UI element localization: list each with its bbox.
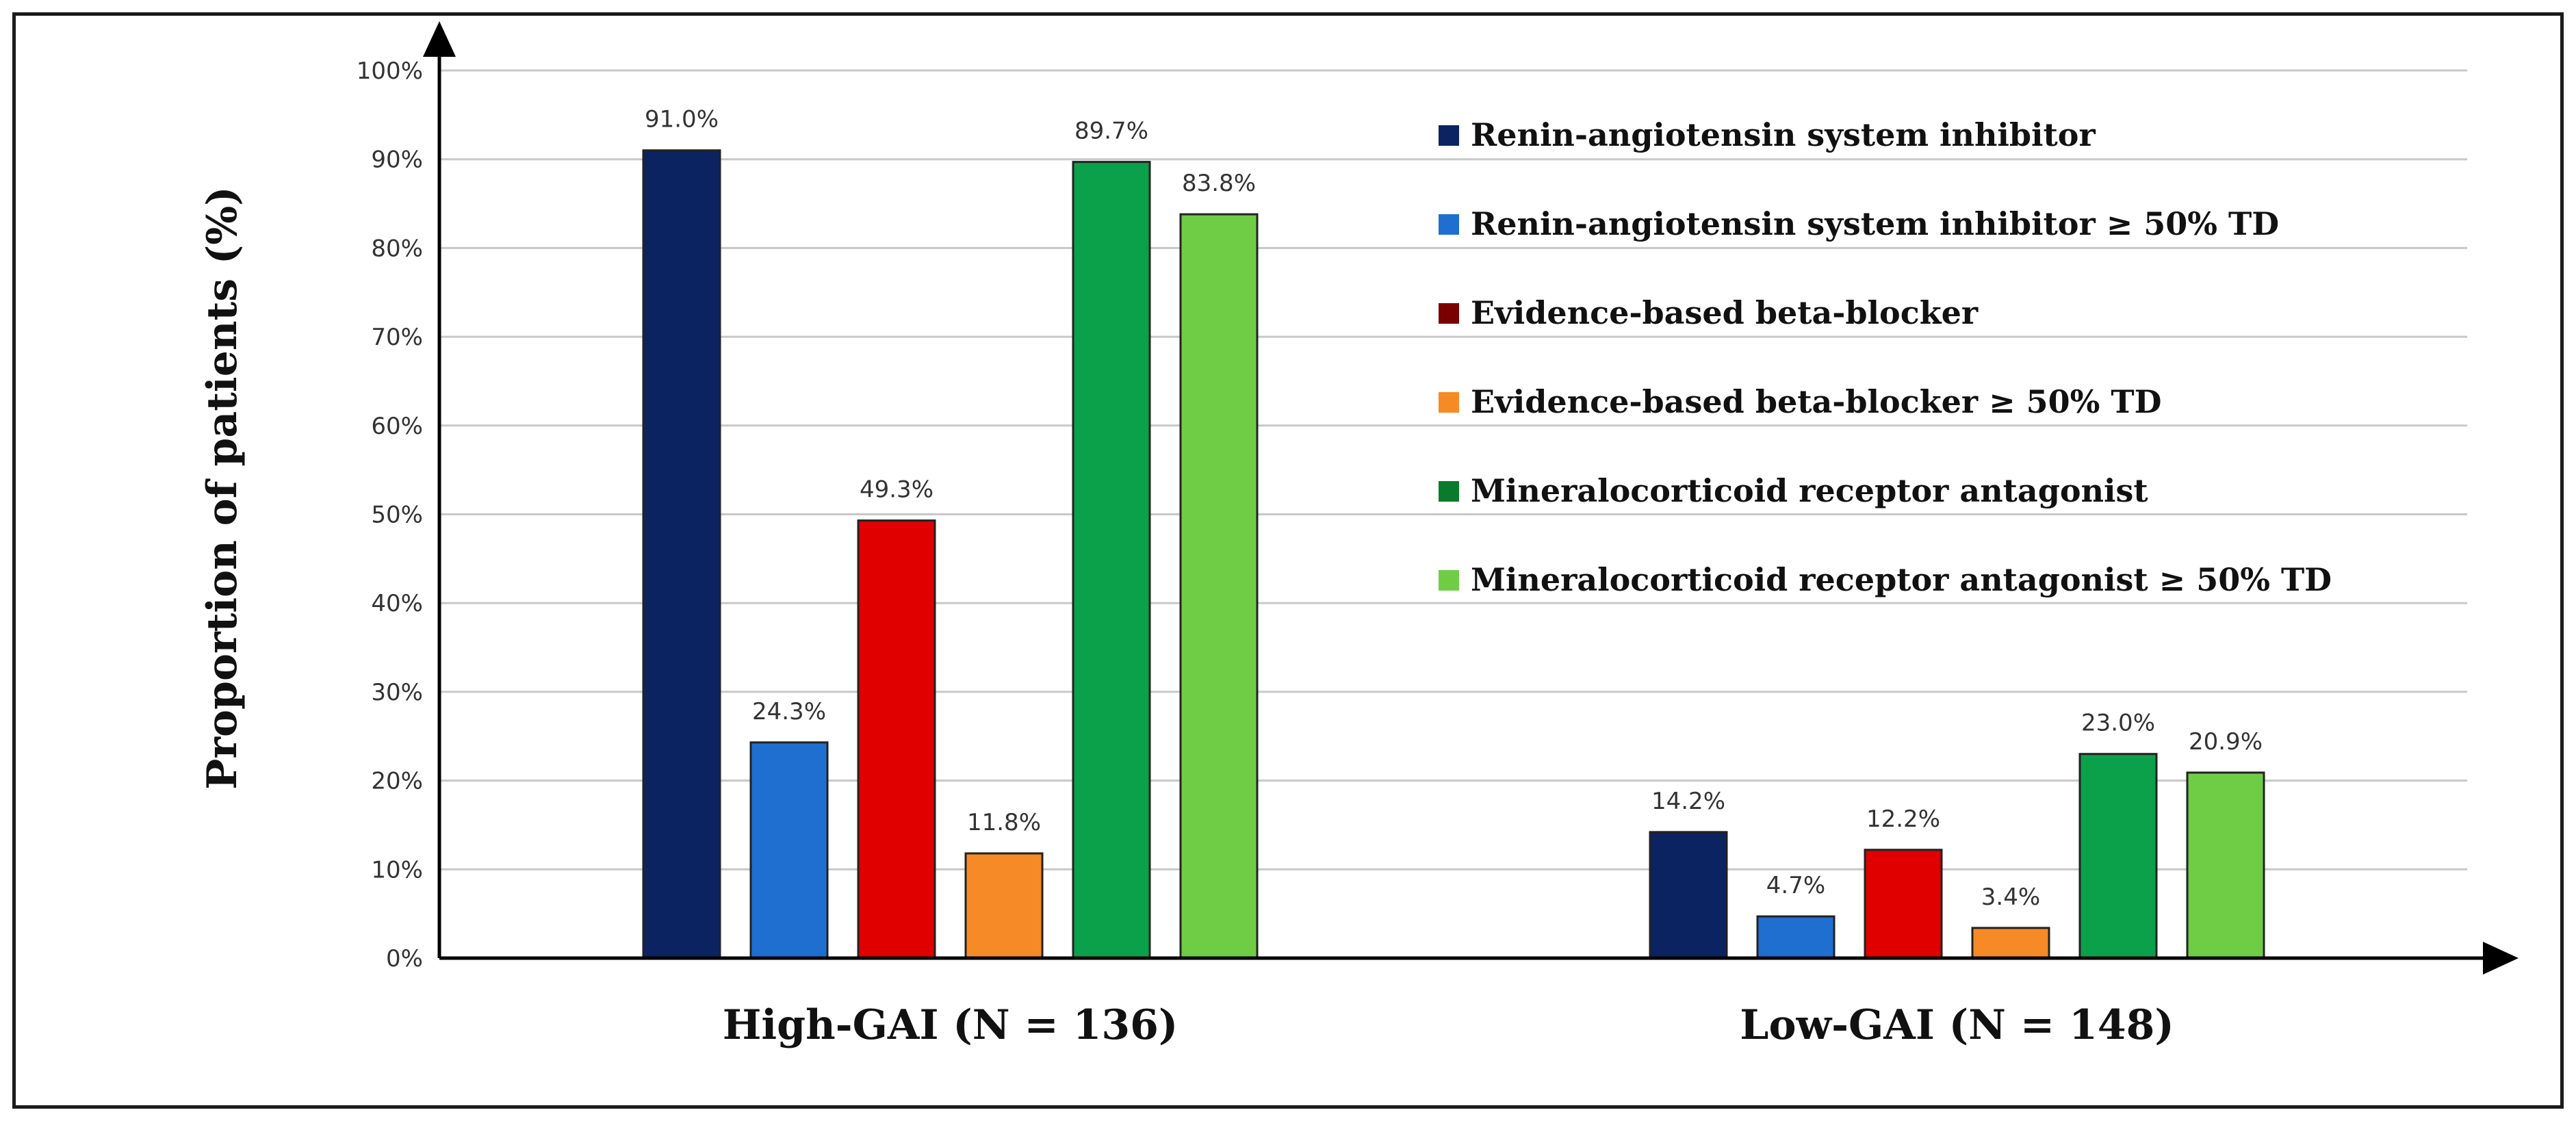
y-tick-label: 100%: [357, 57, 423, 85]
category-label: Low-GAI (N = 148): [1740, 1001, 2174, 1049]
chart-frame: 91.0% 14.2% 24.3% 4.7% 49.3% 12.2% 11.8% 3.4% 89…: [12, 12, 2564, 1109]
data-label: 20.9%: [2189, 728, 2263, 756]
y-tick-label: 70%: [371, 324, 423, 351]
bar: [857, 519, 936, 959]
category-labels: High-GAI (N = 136) Low-GAI (N = 148): [723, 1001, 2174, 1049]
bar: [1179, 213, 1259, 959]
bar: [1072, 161, 1151, 959]
bar: [642, 149, 721, 959]
legend-label: Evidence-based beta-blocker: [1471, 294, 1979, 331]
bar: [749, 741, 829, 959]
legend-swatch: [1439, 214, 1459, 235]
legend-label: Mineralocorticoid receptor antagonist: [1471, 472, 2148, 509]
bar: [964, 852, 1044, 959]
data-label: 12.2%: [1866, 806, 1940, 833]
y-tick-label: 10%: [371, 856, 423, 884]
y-tick-label: 0%: [386, 945, 423, 972]
category-label: High-GAI (N = 136): [723, 1001, 1178, 1049]
y-axis-arrow: [423, 21, 456, 57]
data-labels: 91.0% 14.2% 24.3% 4.7% 49.3% 12.2% 11.8% 3.4% 89…: [645, 106, 2263, 911]
legend-swatch: [1439, 481, 1459, 502]
y-tick-label: 80%: [371, 235, 423, 262]
legend-swatch: [1439, 125, 1459, 146]
grouped-bar-chart: 91.0% 14.2% 24.3% 4.7% 49.3% 12.2% 11.8% 3.4% 89…: [198, 21, 2519, 1049]
bar: [1864, 849, 1943, 959]
y-axis-title: Proportion of patients (%): [198, 186, 246, 789]
data-label: 3.4%: [1981, 884, 2040, 911]
y-tick-label: 60%: [371, 413, 423, 440]
legend-swatch: [1439, 570, 1459, 591]
legend-label: Renin-angiotensin system inhibitor: [1471, 116, 2096, 153]
bar: [1971, 927, 2050, 959]
y-tick-label: 30%: [371, 679, 423, 706]
data-label: 89.7%: [1074, 118, 1148, 145]
legend: Renin-angiotensin system inhibitor Renin-…: [1439, 116, 2332, 598]
y-tick-labels: 0% 10% 20% 30% 40% 50% 60% 70% 80% 90% 100%: [357, 57, 423, 972]
bars: [642, 149, 2265, 959]
legend-swatch: [1439, 392, 1459, 413]
y-tick-label: 20%: [371, 768, 423, 795]
data-label: 83.8%: [1182, 170, 1256, 197]
data-label: 24.3%: [752, 698, 826, 725]
data-label: 11.8%: [967, 809, 1041, 836]
x-axis-arrow: [2483, 942, 2519, 975]
bar: [2186, 771, 2265, 959]
bar: [2078, 753, 2158, 959]
data-label: 49.3%: [860, 476, 933, 504]
y-tick-label: 90%: [371, 146, 423, 174]
legend-label: Renin-angiotensin system inhibitor ≥ 50%…: [1471, 205, 2279, 242]
legend-label: Evidence-based beta-blocker ≥ 50% TD: [1471, 383, 2162, 420]
data-label: 23.0%: [2081, 710, 2155, 737]
legend-swatch: [1439, 303, 1459, 324]
data-label: 14.2%: [1651, 788, 1725, 815]
data-label: 91.0%: [645, 106, 719, 133]
bar: [1649, 831, 1728, 959]
gridlines: [439, 69, 2467, 871]
axes: [423, 21, 2519, 975]
data-label: 4.7%: [1766, 872, 1825, 899]
y-tick-label: 50%: [371, 502, 423, 529]
bar: [1756, 915, 1836, 959]
y-tick-label: 40%: [371, 590, 423, 617]
legend-label: Mineralocorticoid receptor antagonist ≥ …: [1471, 561, 2332, 598]
